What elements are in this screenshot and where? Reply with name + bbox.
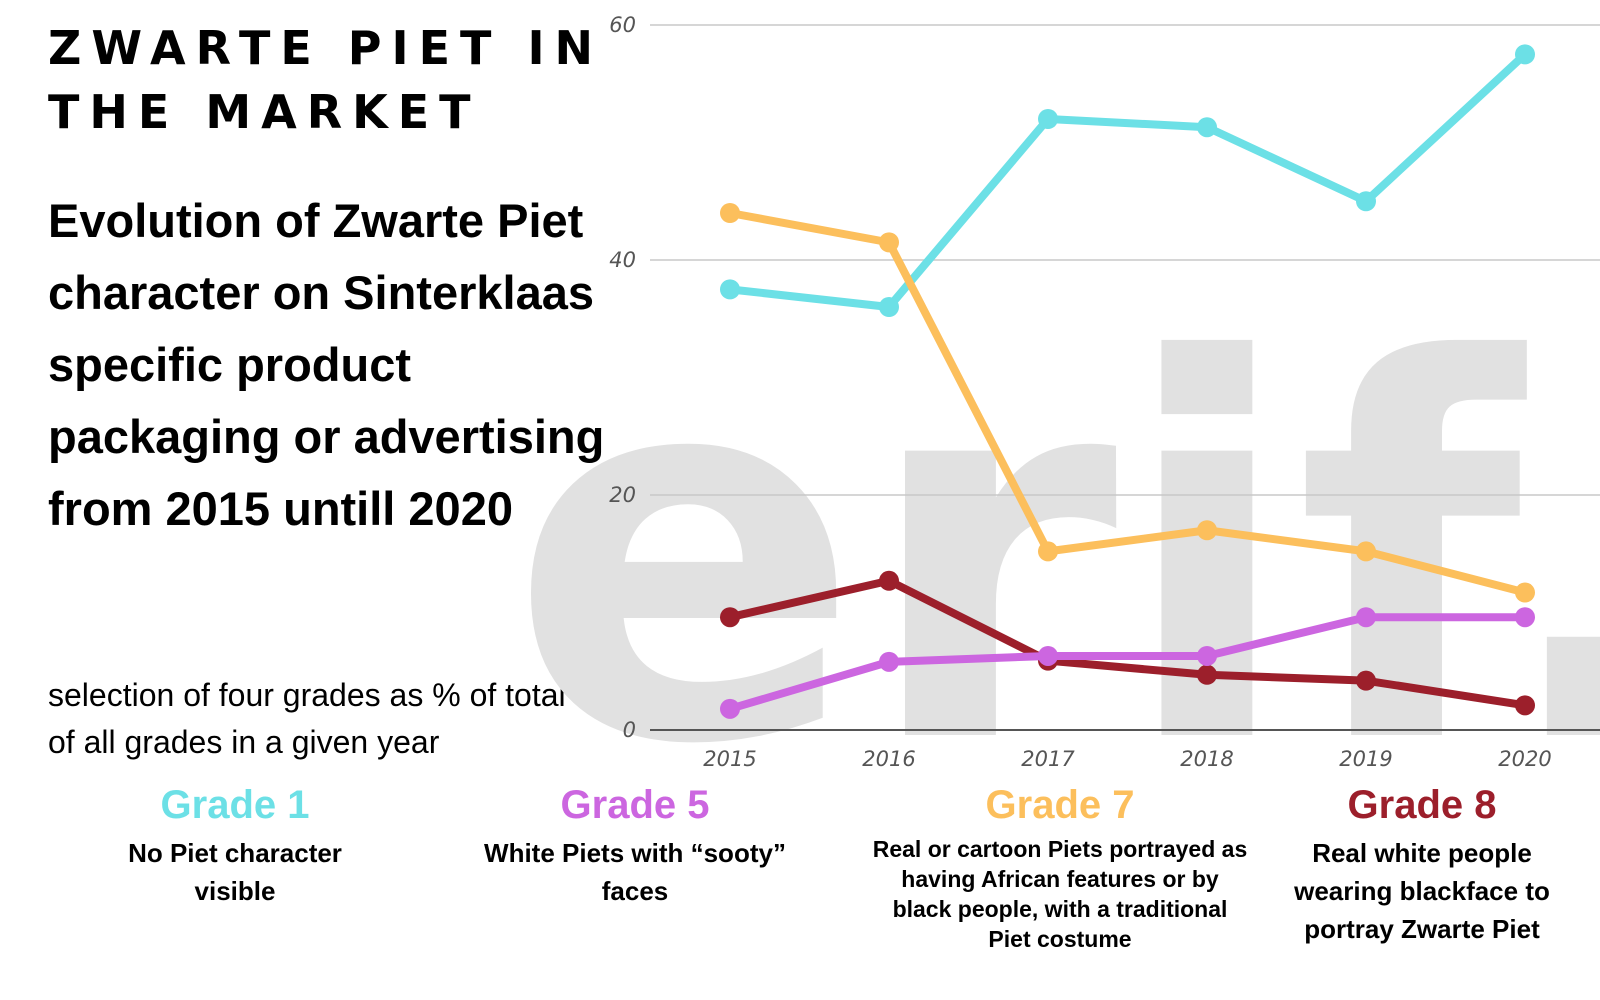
- y-tick-label: 0: [623, 718, 636, 742]
- y-tick-label: 20: [609, 483, 636, 507]
- x-tick-label: 2017: [1021, 747, 1075, 771]
- x-tick-label: 2018: [1180, 747, 1233, 771]
- legend-grade-5: Grade 5 White Piets with “sooty” faces: [465, 782, 805, 910]
- series-line: [726, 613, 1529, 713]
- data-point: [1197, 117, 1217, 138]
- series-grade-5: [720, 607, 1535, 719]
- x-tick-label: 2016: [862, 747, 915, 771]
- data-point: [720, 698, 740, 719]
- legend-title-grade-1: Grade 1: [160, 783, 310, 827]
- data-point: [879, 570, 899, 591]
- data-point: [879, 232, 899, 253]
- data-point: [1515, 607, 1535, 628]
- x-tick-label: 2019: [1339, 747, 1392, 771]
- legend-title-grade-7: Grade 7: [985, 783, 1135, 827]
- data-point: [879, 651, 899, 672]
- legend-title-grade-5: Grade 5: [560, 783, 710, 827]
- series-grade-7: [720, 203, 1535, 603]
- legend-desc-grade-8: Real white people wearing blackface to p…: [1294, 838, 1550, 944]
- series-line: [726, 209, 1529, 597]
- chart-subtitle: Evolution of Zwarte Piet character on Si…: [48, 194, 605, 535]
- data-point: [1515, 695, 1535, 716]
- legend-desc-grade-7: Real or cartoon Piets portrayed as havin…: [872, 836, 1248, 952]
- x-tick-label: 2015: [703, 747, 756, 771]
- data-point: [1356, 541, 1376, 562]
- data-point: [1515, 582, 1535, 603]
- data-point: [1197, 664, 1217, 685]
- data-point: [1356, 607, 1376, 628]
- data-point: [1515, 44, 1535, 65]
- legend-grade-7: Grade 7 Real or cartoon Piets portrayed …: [870, 782, 1250, 954]
- y-tick-label: 40: [609, 248, 636, 272]
- legend-grade-8: Grade 8 Real white people wearing blackf…: [1272, 782, 1572, 948]
- chart-note: selection of four grades as % of total o…: [48, 677, 566, 760]
- data-point: [879, 297, 899, 317]
- legend-desc-grade-5: White Piets with “sooty” faces: [484, 838, 786, 906]
- data-point: [1038, 541, 1058, 562]
- main-title: ZWARTE PIET IN THE MARKET: [48, 21, 604, 139]
- y-tick-label: 60: [609, 13, 636, 37]
- data-point: [720, 203, 740, 223]
- data-point: [1038, 109, 1058, 129]
- data-point: [720, 279, 740, 300]
- y-axis-ticks: 0 20 40 60: [609, 13, 636, 742]
- data-point: [1197, 520, 1217, 541]
- series-lines: [720, 44, 1535, 719]
- gridlines: [650, 24, 1600, 731]
- data-point: [1356, 670, 1376, 691]
- legend-desc-grade-1: No Piet character visible: [128, 838, 342, 906]
- data-point: [1197, 645, 1217, 666]
- data-point: [1356, 191, 1376, 212]
- data-point: [720, 607, 740, 628]
- x-tick-label: 2020: [1498, 747, 1551, 771]
- data-point: [1038, 645, 1058, 666]
- series-line: [726, 576, 1529, 710]
- series-grade-1: [720, 44, 1535, 317]
- series-line: [726, 50, 1529, 311]
- legend-title-grade-8: Grade 8: [1347, 783, 1497, 827]
- x-axis-ticks: 2015 2016 2017 2018 2019 2020: [703, 747, 1551, 771]
- legend-grade-1: Grade 1 No Piet character visible: [85, 782, 385, 910]
